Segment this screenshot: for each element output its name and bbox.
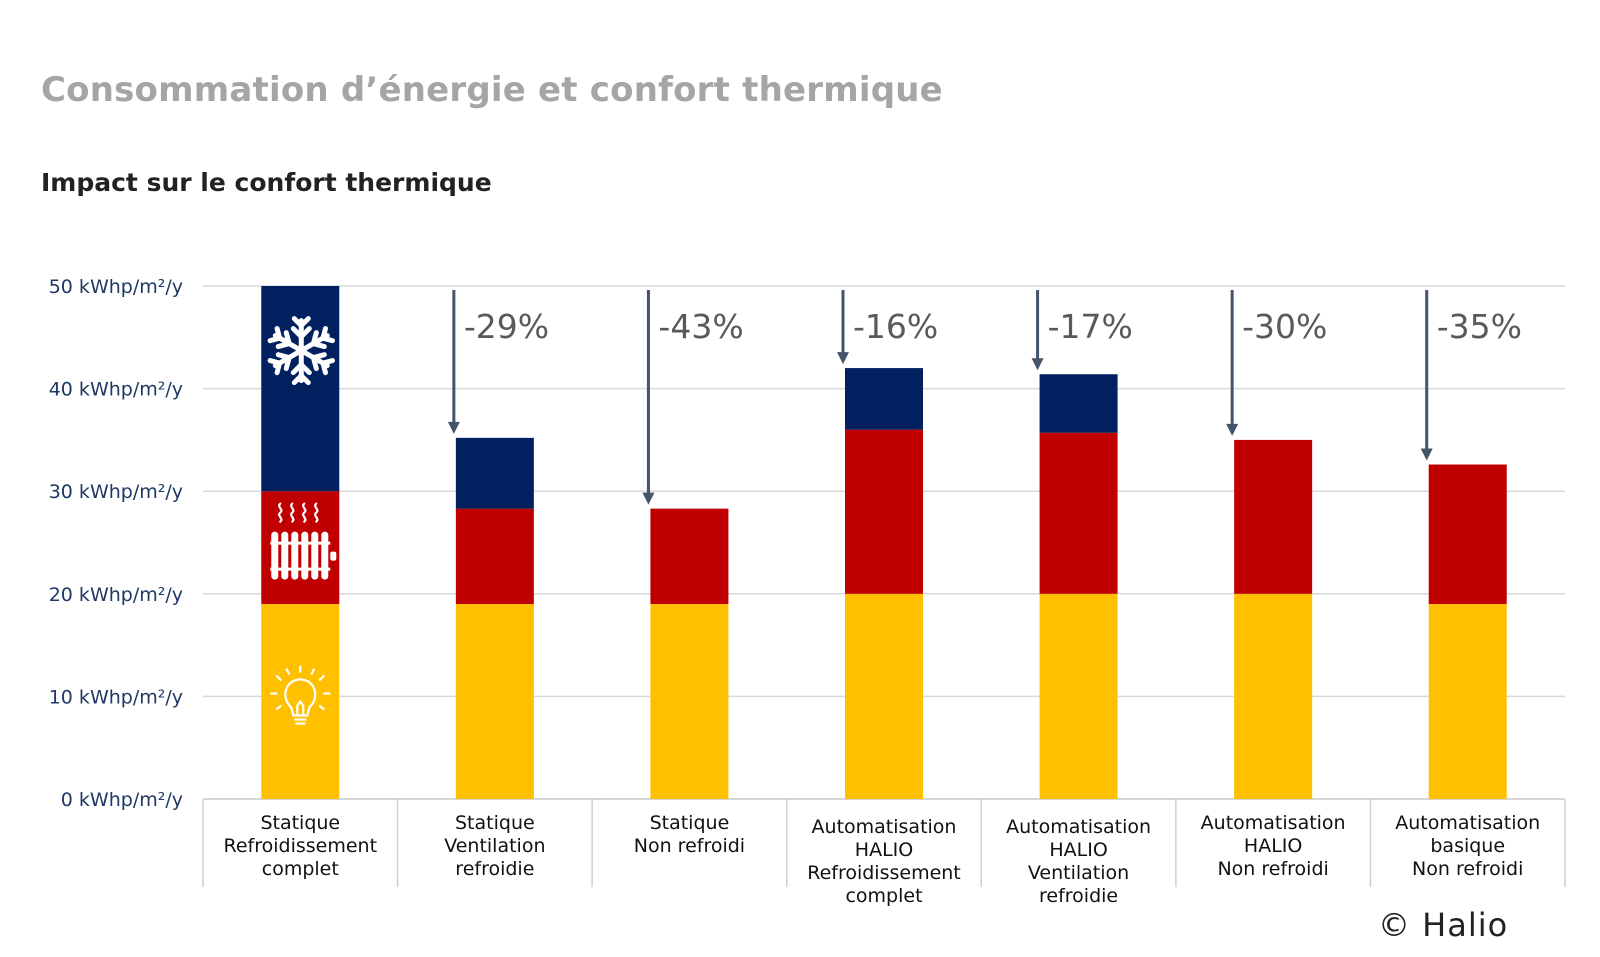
reduction-arrowhead [837, 352, 849, 365]
y-tick-label: 0 kWhp/m²/y [61, 789, 183, 811]
bar-segment-lighting [1428, 604, 1507, 799]
x-category-label: HALIO [1049, 839, 1107, 861]
x-category-label: Non refroidi [1412, 858, 1523, 880]
reduction-arrowhead [1031, 358, 1044, 371]
x-category-label: Statique [650, 812, 730, 834]
bars [261, 286, 1507, 799]
y-axis-tick-labels: 0 kWhp/m²/y 10 kWhp/m²/y 20 kWhp/m²/y 30 kW… [49, 276, 183, 811]
reduction-percent-label: -17% [1048, 307, 1133, 346]
bar-segment-heating [455, 508, 534, 605]
x-category-label: refroidie [1039, 885, 1118, 907]
x-category-label: Automatisation [1395, 812, 1540, 834]
bar-segment-cooling [261, 286, 340, 492]
x-category-label: Automatisation [1006, 816, 1151, 838]
x-category-label: Automatisation [812, 816, 957, 838]
bar-segment-heating [845, 429, 923, 594]
x-category-label: Automatisation [1201, 812, 1346, 834]
bar-segment-lighting [1039, 593, 1118, 799]
copyright-text: © Halio [1378, 906, 1509, 944]
bar-segment-lighting [1234, 593, 1313, 799]
bar-segment-lighting [455, 604, 534, 799]
bar-segment-cooling [1039, 374, 1118, 433]
bar-segment-heating [1234, 439, 1313, 594]
radiator-icon [270, 502, 337, 580]
x-category-label: complet [845, 885, 922, 907]
reduction-arrows: -29% -43% -16% -17% -30% -35% [447, 290, 1522, 505]
reduction-percent-label: -43% [658, 307, 743, 346]
x-category-label: complet [262, 858, 339, 880]
reduction-arrowhead [447, 421, 460, 434]
reduction-arrowhead [642, 492, 655, 505]
chart-subtitle: Impact sur le confort thermique [41, 168, 492, 197]
x-category-label: HALIO [855, 839, 913, 861]
x-category-label: refroidie [455, 858, 534, 880]
reduction-percent-label: -29% [464, 307, 549, 346]
reduction-percent-label: -30% [1242, 307, 1327, 346]
y-tick-label: 50 kWhp/m²/y [49, 276, 183, 298]
bar-segment-heating [650, 508, 729, 605]
bar-segment-cooling [845, 368, 923, 430]
x-category-label: Statique [455, 812, 535, 834]
bar-segment-lighting [650, 604, 729, 799]
reduction-arrowhead [1420, 448, 1433, 461]
y-tick-label: 30 kWhp/m²/y [49, 481, 183, 503]
bar-segment-lighting [845, 593, 923, 799]
x-category-label: Ventilation [1028, 862, 1129, 884]
x-category-label: Refroidissement [807, 862, 961, 884]
lightbulb-icon [270, 665, 331, 725]
x-category-label: HALIO [1244, 835, 1302, 857]
snowflake-icon [267, 316, 335, 386]
series-icons [267, 316, 337, 725]
page-title: Consommation d’énergie et confort thermi… [41, 70, 943, 110]
y-tick-label: 40 kWhp/m²/y [49, 379, 183, 401]
x-category-label: Refroidissement [224, 835, 378, 857]
bar-segment-heating [1039, 432, 1118, 594]
y-tick-label: 10 kWhp/m²/y [49, 686, 183, 708]
x-category-label: Non refroidi [634, 835, 745, 857]
y-tick-label: 20 kWhp/m²/y [49, 584, 183, 606]
x-category-label: basique [1430, 835, 1505, 857]
bar-segment-cooling [455, 437, 534, 509]
reduction-arrowhead [1226, 423, 1239, 436]
x-category-label: Non refroidi [1217, 858, 1328, 880]
x-category-label: Statique [260, 812, 340, 834]
reduction-percent-label: -35% [1437, 307, 1522, 346]
x-axis-category-labels: StatiqueRefroidissementcompletStatiqueVe… [224, 812, 1541, 907]
reduction-percent-label: -16% [853, 307, 938, 346]
bar-segment-heating [1428, 464, 1507, 605]
x-category-label: Ventilation [444, 835, 545, 857]
